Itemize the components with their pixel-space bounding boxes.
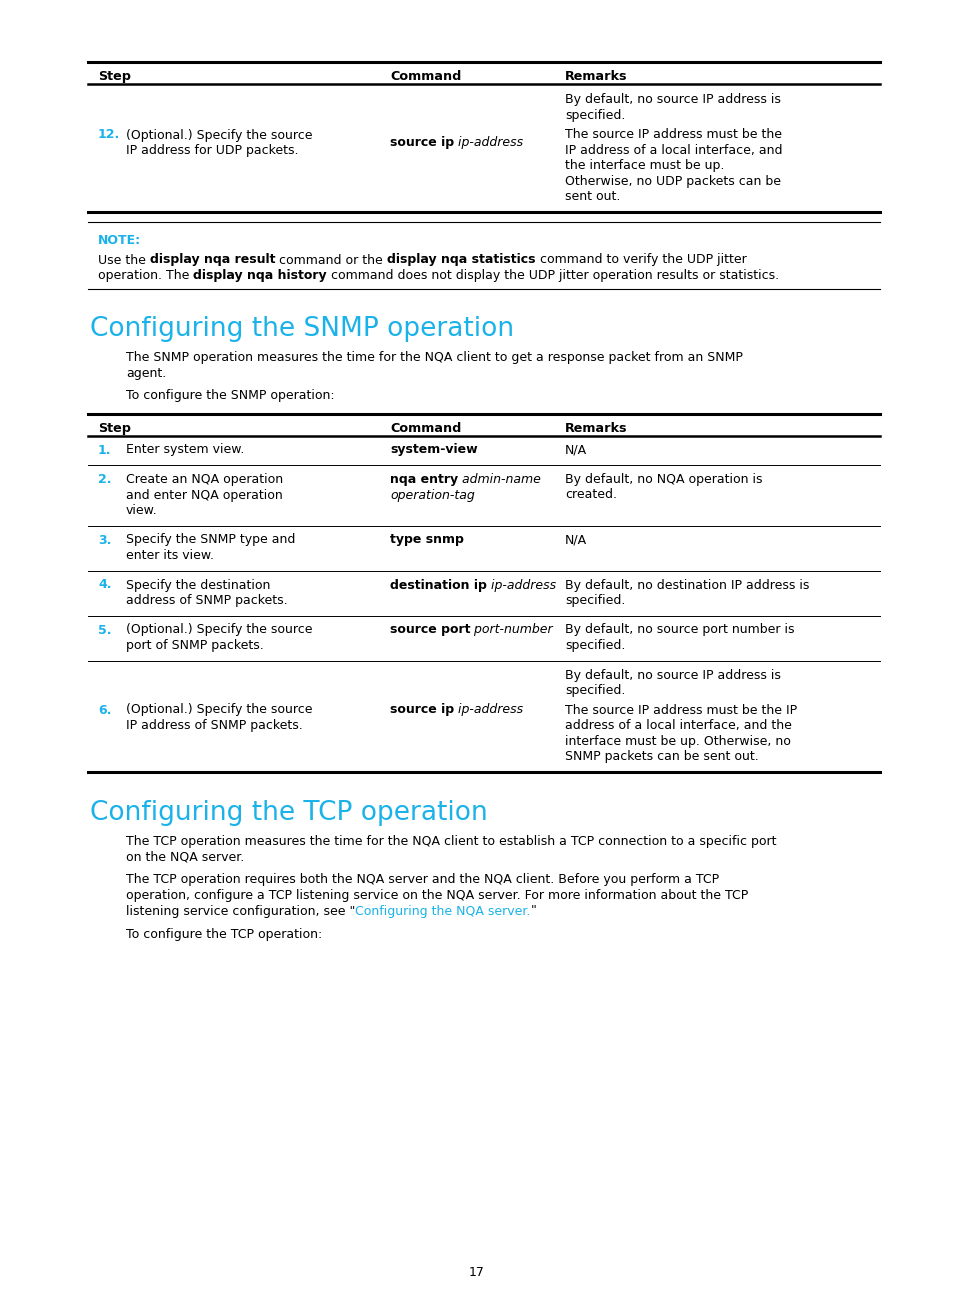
Text: command does not display the UDP jitter operation results or statistics.: command does not display the UDP jitter … (327, 270, 779, 283)
Text: destination ip: destination ip (390, 578, 486, 591)
Text: specified.: specified. (564, 109, 625, 122)
Text: 17: 17 (469, 1266, 484, 1279)
Text: The source IP address must be the: The source IP address must be the (564, 128, 781, 141)
Text: The source IP address must be the IP: The source IP address must be the IP (564, 704, 797, 717)
Text: By default, no source IP address is: By default, no source IP address is (564, 93, 781, 106)
Text: Step: Step (98, 70, 131, 83)
Text: operation, configure a TCP listening service on the NQA server. For more informa: operation, configure a TCP listening ser… (126, 889, 747, 902)
Text: By default, no source IP address is: By default, no source IP address is (564, 669, 781, 682)
Text: Configuring the NQA server.: Configuring the NQA server. (355, 905, 530, 918)
Text: operation-tag: operation-tag (390, 489, 475, 502)
Text: interface must be up. Otherwise, no: interface must be up. Otherwise, no (564, 735, 790, 748)
Text: address of a local interface, and the: address of a local interface, and the (564, 719, 791, 732)
Text: Enter system view.: Enter system view. (126, 443, 244, 456)
Text: specified.: specified. (564, 594, 625, 607)
Text: The TCP operation measures the time for the NQA client to establish a TCP connec: The TCP operation measures the time for … (126, 835, 776, 848)
Text: Otherwise, no UDP packets can be: Otherwise, no UDP packets can be (564, 175, 781, 188)
Text: (Optional.) Specify the source: (Optional.) Specify the source (126, 623, 313, 636)
Text: enter its view.: enter its view. (126, 550, 213, 562)
Text: To configure the TCP operation:: To configure the TCP operation: (126, 928, 322, 941)
Text: type snmp: type snmp (390, 534, 463, 547)
Text: N/A: N/A (564, 443, 586, 456)
Text: source ip: source ip (390, 136, 454, 149)
Text: To configure the SNMP operation:: To configure the SNMP operation: (126, 389, 335, 402)
Text: operation. The: operation. The (98, 270, 193, 283)
Text: Command: Command (390, 422, 461, 435)
Text: N/A: N/A (564, 534, 586, 547)
Text: (Optional.) Specify the source: (Optional.) Specify the source (126, 704, 313, 717)
Text: Command: Command (390, 70, 461, 83)
Text: The SNMP operation measures the time for the NQA client to get a response packet: The SNMP operation measures the time for… (126, 351, 742, 364)
Text: 12.: 12. (98, 128, 120, 141)
Text: specified.: specified. (564, 684, 625, 697)
Text: 2.: 2. (98, 473, 112, 486)
Text: view.: view. (126, 504, 157, 517)
Text: port of SNMP packets.: port of SNMP packets. (126, 639, 263, 652)
Text: 6.: 6. (98, 704, 112, 717)
Text: and enter NQA operation: and enter NQA operation (126, 489, 282, 502)
Text: admin-name: admin-name (457, 473, 540, 486)
Text: ip-address: ip-address (454, 704, 522, 717)
Text: source port: source port (390, 623, 470, 636)
Text: agent.: agent. (126, 367, 166, 380)
Text: display nqa history: display nqa history (193, 270, 327, 283)
Text: command or the: command or the (275, 254, 387, 267)
Text: address of SNMP packets.: address of SNMP packets. (126, 594, 287, 607)
Text: ip-address: ip-address (486, 578, 556, 591)
Text: (Optional.) Specify the source: (Optional.) Specify the source (126, 128, 313, 141)
Text: Configuring the TCP operation: Configuring the TCP operation (90, 800, 487, 826)
Text: on the NQA server.: on the NQA server. (126, 850, 244, 863)
Text: 1.: 1. (98, 443, 112, 456)
Text: Create an NQA operation: Create an NQA operation (126, 473, 283, 486)
Text: Step: Step (98, 422, 131, 435)
Text: By default, no NQA operation is: By default, no NQA operation is (564, 473, 761, 486)
Text: The TCP operation requires both the NQA server and the NQA client. Before you pe: The TCP operation requires both the NQA … (126, 874, 719, 886)
Text: SNMP packets can be sent out.: SNMP packets can be sent out. (564, 750, 758, 763)
Text: display nqa statistics: display nqa statistics (387, 254, 535, 267)
Text: Remarks: Remarks (564, 70, 627, 83)
Text: Specify the SNMP type and: Specify the SNMP type and (126, 534, 295, 547)
Text: command to verify the UDP jitter: command to verify the UDP jitter (535, 254, 745, 267)
Text: NOTE:: NOTE: (98, 235, 141, 248)
Text: ": " (530, 905, 536, 918)
Text: IP address for UDP packets.: IP address for UDP packets. (126, 144, 298, 157)
Text: By default, no destination IP address is: By default, no destination IP address is (564, 578, 808, 591)
Text: Specify the destination: Specify the destination (126, 578, 270, 591)
Text: display nqa result: display nqa result (150, 254, 275, 267)
Text: Use the: Use the (98, 254, 150, 267)
Text: nqa entry: nqa entry (390, 473, 457, 486)
Text: source ip: source ip (390, 704, 454, 717)
Text: IP address of SNMP packets.: IP address of SNMP packets. (126, 719, 302, 732)
Text: ip-address: ip-address (454, 136, 522, 149)
Text: system-view: system-view (390, 443, 477, 456)
Text: port-number: port-number (470, 623, 553, 636)
Text: 5.: 5. (98, 623, 112, 636)
Text: 4.: 4. (98, 578, 112, 591)
Text: specified.: specified. (564, 639, 625, 652)
Text: Configuring the SNMP operation: Configuring the SNMP operation (90, 316, 514, 342)
Text: 3.: 3. (98, 534, 112, 547)
Text: created.: created. (564, 489, 617, 502)
Text: listening service configuration, see ": listening service configuration, see " (126, 905, 355, 918)
Text: By default, no source port number is: By default, no source port number is (564, 623, 794, 636)
Text: IP address of a local interface, and: IP address of a local interface, and (564, 144, 781, 157)
Text: the interface must be up.: the interface must be up. (564, 159, 723, 172)
Text: sent out.: sent out. (564, 191, 619, 203)
Text: Remarks: Remarks (564, 422, 627, 435)
